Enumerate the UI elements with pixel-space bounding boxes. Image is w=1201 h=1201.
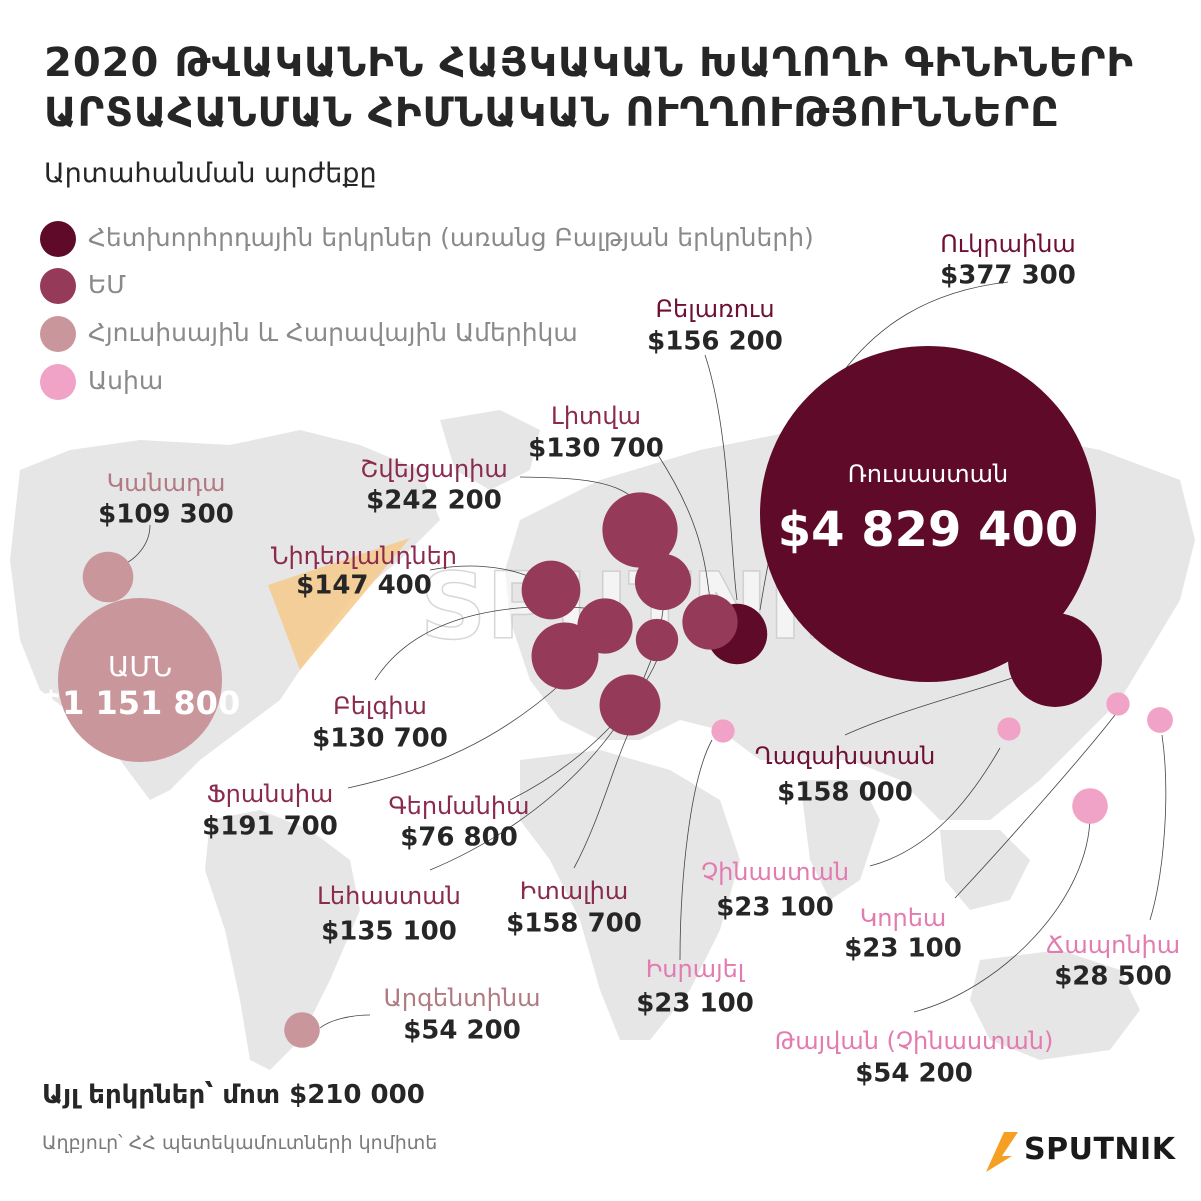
sputnik-logo-icon — [986, 1132, 1018, 1172]
bubbles-layer — [57, 346, 1173, 1048]
value-label-6: $158 000 — [777, 778, 913, 808]
bubble-9 — [634, 553, 692, 611]
value-label-19: $23 100 — [636, 989, 754, 1019]
country-label-19: Իսրայել — [646, 955, 746, 983]
leader-line-15 — [913, 814, 1091, 1013]
country-label-15: Թայվան (Չինաստան) — [775, 1027, 1054, 1055]
value-label-5: $158 700 — [506, 909, 642, 939]
australia-shape — [970, 950, 1140, 1060]
value-label-4: $191 700 — [202, 812, 338, 842]
title-line-1: 2020 ԹՎԱԿԱՆԻՆ ՀԱՅԿԱԿԱՆ ԽԱՂՈՂԻ ԳԻՆԻՆԵՐԻ — [44, 40, 1135, 86]
greenland-shape — [440, 410, 540, 490]
country-label-5: Իտալիա — [520, 877, 628, 905]
leader-line-4 — [347, 679, 566, 789]
value-label-11: $130 700 — [312, 724, 448, 754]
subtitle: Արտահանման արժեքը — [44, 158, 377, 189]
leader-line-19 — [679, 739, 713, 961]
bubble-12 — [82, 551, 134, 603]
bubble-19 — [711, 719, 735, 743]
country-label-18: Կորեա — [860, 904, 947, 932]
legend-label-americas: Հյուսիսային և Հարավային Ամերիկա — [88, 318, 578, 347]
value-label-14: $54 200 — [403, 1016, 521, 1046]
value-label-8: $147 400 — [296, 571, 432, 601]
country-label-1: ԱՄՆ — [108, 650, 172, 683]
source-note: Աղբյուր՝ ՀՀ պետեկամուտների կոմիտե — [42, 1132, 438, 1154]
bubble-0 — [760, 346, 1096, 682]
bubble-8 — [521, 560, 581, 620]
value-label-18: $23 100 — [844, 934, 962, 964]
bubble-5 — [599, 674, 661, 736]
leader-line-6 — [844, 671, 1031, 736]
labels-layer: Ռուսաստան $4 829 400 ԱՄՆ$1 151 800 Ուկրաինա… — [40, 230, 1180, 1089]
bubble-3 — [602, 492, 678, 568]
country-label-14: Արգենտինա — [384, 984, 541, 1012]
country-label-7: Բելառուս — [655, 295, 774, 323]
legend-label-asia: Ասիա — [88, 366, 164, 395]
value-label-17: $23 100 — [716, 893, 834, 923]
southeast-asia-shape — [940, 830, 1030, 910]
legend-swatch-post-soviet — [40, 221, 76, 257]
country-label-0: Ռուսաստան — [848, 460, 1008, 488]
value-label-15: $54 200 — [855, 1059, 973, 1089]
africa-shape — [520, 750, 740, 1040]
country-label-6: Ղազախստան — [755, 742, 936, 770]
leader-line-17 — [869, 747, 1001, 867]
legend-swatch-asia — [40, 364, 76, 400]
leader-line-5 — [573, 729, 631, 869]
page-title: 2020 ԹՎԱԿԱՆԻՆ ՀԱՅԿԱԿԱՆ ԽԱՂՈՂԻ ԳԻՆԻՆԵՐԻ Ա… — [44, 38, 1134, 138]
value-label-0: $4 829 400 — [778, 502, 1079, 558]
country-label-9: Լեհաստան — [317, 882, 461, 910]
country-label-4: Ֆրանսիա — [207, 780, 334, 808]
country-label-8: Նիդեռլանդներ — [271, 542, 457, 570]
bubble-6 — [1024, 631, 1086, 693]
value-label-13: $76 800 — [400, 823, 518, 853]
value-label-3: $242 200 — [366, 486, 502, 516]
other-countries-total: Այլ երկրներ՝ մոտ $210 000 — [42, 1080, 425, 1110]
value-label-2: $377 300 — [940, 261, 1076, 291]
value-label-1: $1 151 800 — [40, 684, 240, 722]
legend-swatch-americas — [40, 316, 76, 352]
greenland-highlight — [268, 538, 410, 670]
sputnik-logo-text: SPUTNIK — [1024, 1132, 1176, 1167]
south-america-shape — [205, 810, 360, 1070]
sputnik-logo: SPUTNIK — [982, 1128, 1182, 1174]
bubble-13 — [635, 618, 679, 662]
bubble-16 — [1147, 707, 1173, 733]
bubble-18 — [1106, 692, 1130, 716]
bubble-10 — [682, 594, 738, 650]
country-label-2: Ուկրաինա — [940, 230, 1076, 258]
value-label-9: $135 100 — [321, 917, 457, 947]
leader-line-16 — [1149, 734, 1167, 921]
bubble-1 — [57, 597, 223, 763]
value-label-7: $156 200 — [647, 327, 783, 357]
country-label-3: Շվեյցարիա — [360, 455, 508, 483]
country-label-16: Ճապոնիա — [1046, 931, 1180, 959]
legend-swatch-eu — [40, 268, 76, 304]
leader-line-18 — [954, 714, 1116, 899]
country-label-13: Գերմանիա — [389, 792, 530, 820]
leader-line-13 — [509, 659, 658, 801]
bubble-15 — [1072, 788, 1108, 824]
title-line-2: ԱՐՏԱՀԱՆՄԱՆ ՀԻՄՆԱԿԱՆ ՈՒՂՂՈՒԹՅՈՒՆՆԵՐԸ — [44, 90, 1060, 136]
country-label-17: Չինաստան — [701, 858, 849, 886]
bubble-14 — [284, 1012, 320, 1048]
country-label-12: Կանադա — [107, 469, 226, 497]
value-label-12: $109 300 — [98, 500, 234, 530]
value-label-10: $130 700 — [528, 434, 664, 464]
legend-label-post-soviet: Հետխորհրդային երկրներ (առանց Բալթյան երկ… — [88, 223, 814, 252]
bubble-11 — [577, 598, 633, 654]
leader-line-14 — [319, 1014, 371, 1029]
leader-line-10 — [657, 454, 711, 601]
leader-line-7 — [704, 354, 738, 601]
country-label-11: Բելգիա — [333, 692, 427, 720]
legend-label-eu: ԵՄ — [88, 270, 127, 299]
country-label-10: Լիտվա — [551, 402, 641, 430]
bubble-17 — [997, 717, 1021, 741]
india-shape — [800, 780, 880, 900]
value-label-16: $28 500 — [1054, 962, 1172, 992]
